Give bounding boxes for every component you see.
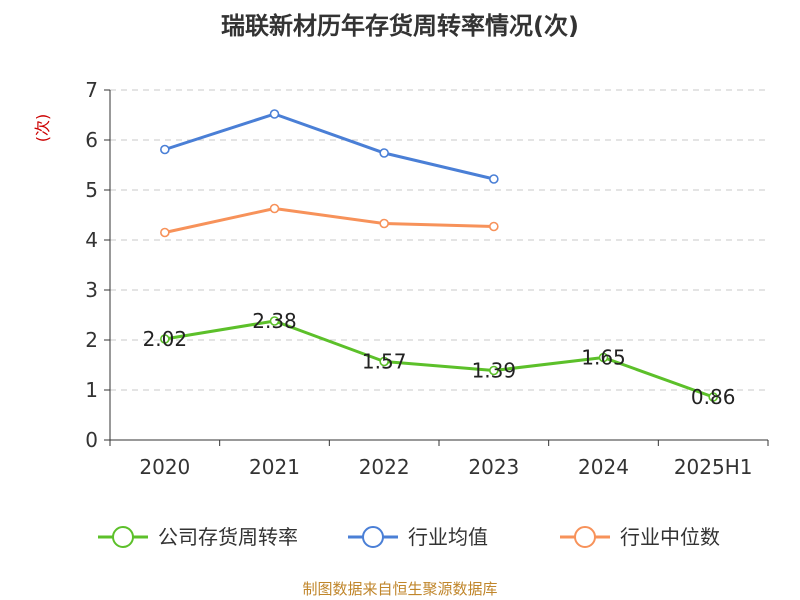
legend-marker-0 — [112, 526, 134, 548]
series-line-2 — [164, 207, 494, 234]
point-0-1[interactable] — [269, 316, 280, 326]
point-1-2[interactable] — [379, 148, 389, 158]
data-label-0-0: 2.02 — [143, 327, 188, 351]
point-1-3[interactable] — [489, 174, 499, 184]
legend-marker-2 — [574, 526, 596, 548]
series-1 — [160, 109, 499, 184]
point-1-0[interactable] — [160, 144, 170, 155]
legend-label-2: 行业中位数 — [620, 525, 720, 549]
legend[interactable]: 公司存货周转率 行业均值 行业中位数 — [98, 525, 720, 549]
legend-label-0: 公司存货周转率 — [158, 525, 298, 549]
data-label-0-1: 2.38 — [252, 309, 297, 333]
data-label-0-4: 1.65 — [581, 346, 626, 370]
data-label-0-3: 1.39 — [472, 359, 517, 383]
point-0-4[interactable] — [598, 352, 609, 363]
chart-title: 瑞联新材历年存货周转率情况(次) — [221, 12, 579, 40]
point-2-0[interactable] — [160, 227, 170, 238]
y-tick-label-6: 6 — [85, 128, 98, 152]
point-2-3[interactable] — [489, 221, 499, 232]
x-tick-label-1: 2021 — [249, 455, 300, 479]
axes: 0 1 2 3 4 5 6 7 2020 2021 2022 2023 2024 2025H1 — [85, 78, 769, 479]
x-tick-label-2: 2022 — [359, 455, 410, 479]
y-tick-label-1: 1 — [85, 378, 98, 402]
point-1-1[interactable] — [269, 109, 280, 119]
point-0-3[interactable] — [489, 365, 499, 376]
legend-label-1: 行业均值 — [408, 525, 488, 549]
legend-marker-1 — [362, 526, 384, 548]
y-axis-label: (次) — [33, 114, 52, 143]
series-2 — [160, 203, 499, 238]
point-2-1[interactable] — [269, 203, 280, 214]
y-tick-label-5: 5 — [85, 178, 98, 202]
series-line-1 — [164, 112, 495, 181]
series-line-0 — [164, 319, 714, 399]
y-tick-label-3: 3 — [85, 278, 98, 302]
x-tick-label-3: 2023 — [468, 455, 519, 479]
y-tick-label-2: 2 — [85, 328, 98, 352]
y-tick-label-0: 0 — [85, 428, 98, 452]
legend-item-1[interactable]: 行业均值 — [348, 525, 488, 549]
legend-item-2[interactable]: 行业中位数 — [560, 525, 720, 549]
data-label-0-2: 1.57 — [362, 350, 407, 374]
x-tick-label-0: 2020 — [139, 455, 190, 479]
series-layer: 2.02 2.38 1.57 1.39 1.65 0.86 — [143, 109, 736, 409]
point-0-5[interactable] — [708, 392, 718, 402]
y-tick-label-4: 4 — [85, 228, 98, 252]
point-2-2[interactable] — [379, 218, 389, 229]
x-tick-label-4: 2024 — [578, 455, 629, 479]
data-label-0-5: 0.86 — [691, 385, 736, 409]
point-0-0[interactable] — [160, 334, 170, 344]
x-tick-label-5: 2025H1 — [674, 455, 753, 479]
source-note: 制图数据来自恒生聚源数据库 — [302, 580, 497, 598]
point-0-2[interactable] — [379, 356, 389, 367]
legend-item-0[interactable]: 公司存货周转率 — [98, 525, 298, 549]
series-0: 2.02 2.38 1.57 1.39 1.65 0.86 — [143, 309, 736, 409]
y-tick-label-7: 7 — [85, 78, 98, 102]
